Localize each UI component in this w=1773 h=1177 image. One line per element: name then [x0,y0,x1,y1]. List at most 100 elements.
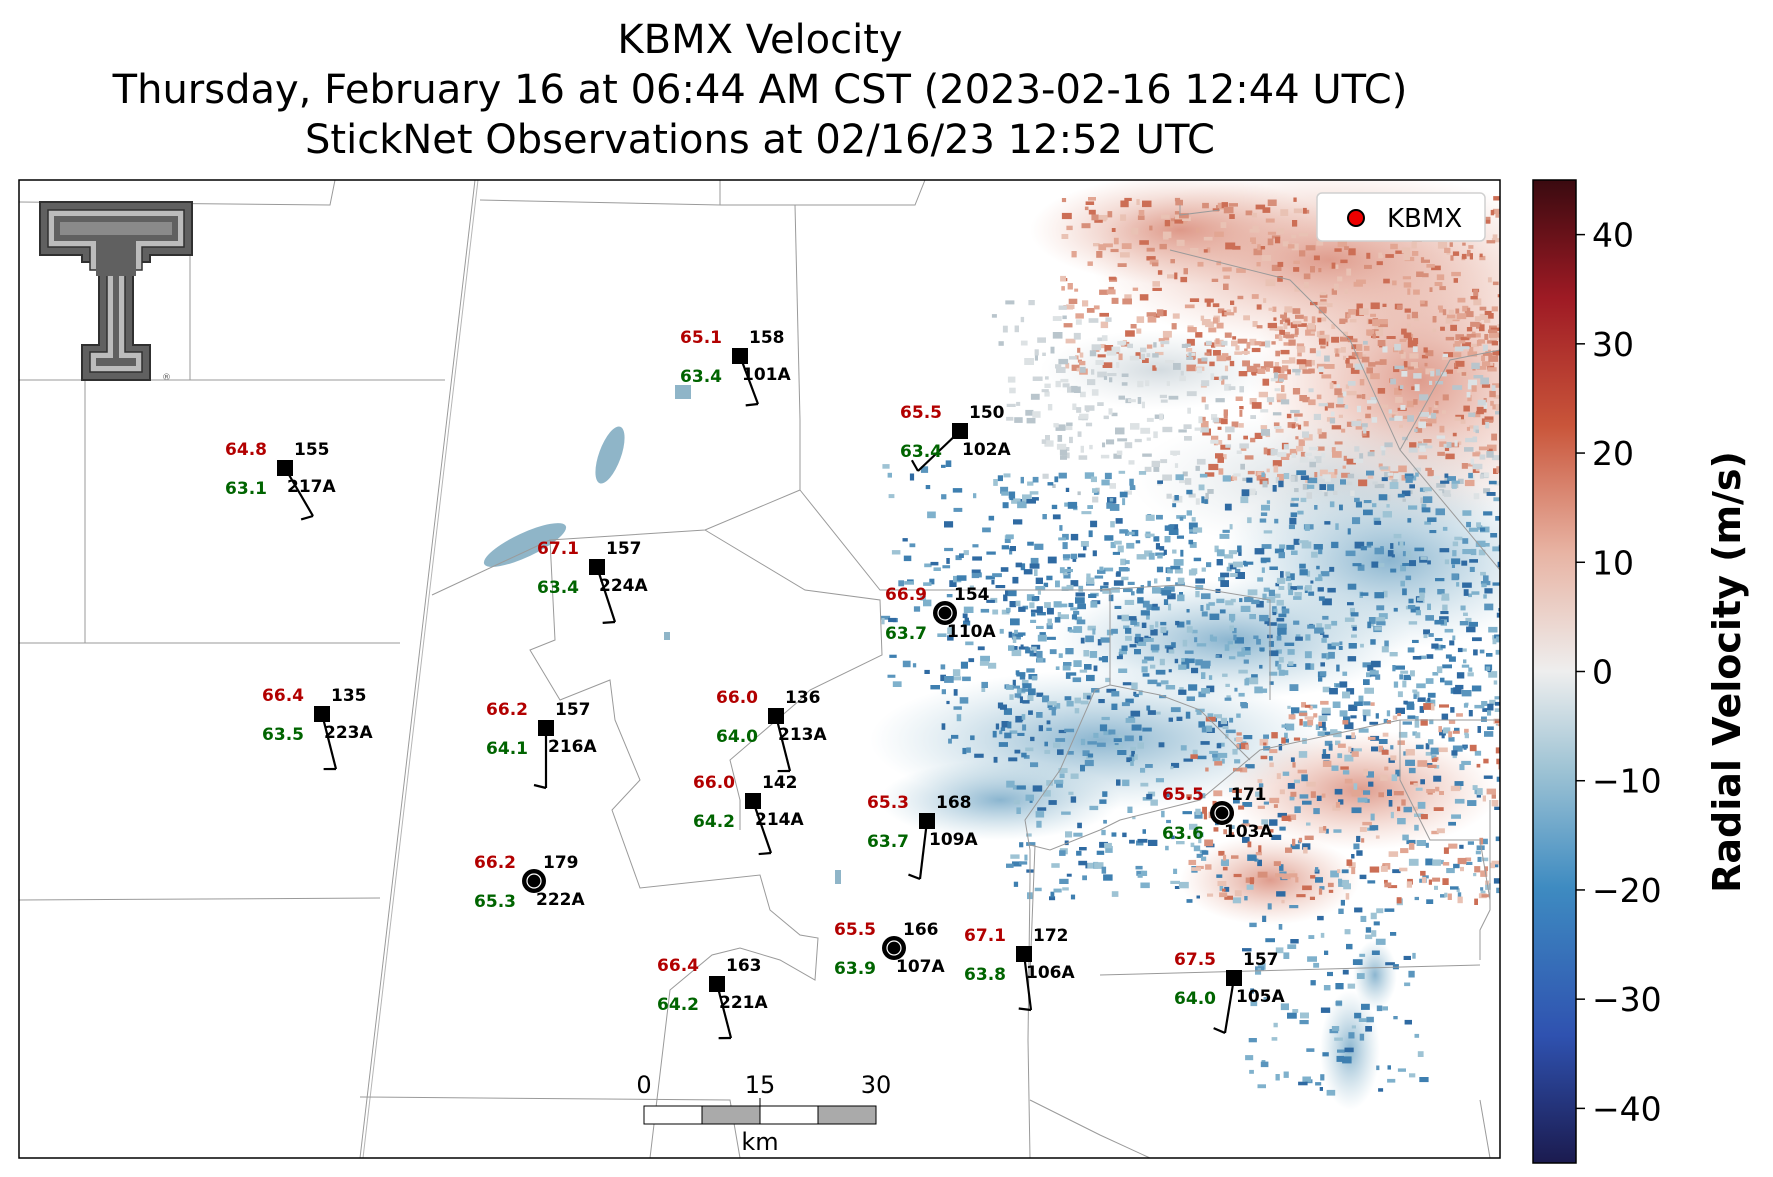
scale-unit: km [741,1128,778,1156]
scale-label-30: 30 [861,1071,892,1099]
station-dewpoint: 63.4 [680,367,722,387]
station-pressure: 163 [726,956,762,976]
station-dewpoint: 63.9 [834,959,876,979]
title-datetime: Thursday, February 16 at 06:44 AM CST (2… [112,67,1408,113]
station-dewpoint: 63.4 [900,442,942,462]
colorbar-tick-label: 0 [1592,653,1613,692]
station-101A[interactable]: 65.1 158 63.4 101A [680,328,791,407]
wind-barb-staff [1223,977,1236,1034]
wind-barb-flag [758,851,772,856]
svg-text:®: ® [162,373,171,383]
station-102A[interactable]: 65.5 150 63.4 102A [900,403,1011,472]
station-103A[interactable]: 65.5 171 63.6 103A [1162,785,1273,844]
scale-bar: 0 15 30 km [636,1071,891,1156]
station-dewpoint: 64.1 [486,739,528,759]
station-temperature: 67.1 [537,539,579,559]
colorbar-tick-label: −10 [1592,762,1662,801]
station-109A[interactable]: 65.3 168 63.7 109A [867,793,978,881]
station-dewpoint: 63.6 [1162,824,1204,844]
station-dewpoint: 64.2 [693,812,735,832]
station-temperature: 67.1 [964,926,1006,946]
wind-barb-staff [284,467,314,517]
legend-box: KBMX [1316,192,1486,242]
wind-barb-staff [715,983,733,1039]
station-pressure: 171 [1231,785,1267,805]
station-dewpoint: 64.2 [657,995,699,1015]
station-105A[interactable]: 67.5 157 64.0 105A [1174,950,1285,1035]
station-222A[interactable]: 66.2 179 65.3 222A [474,853,585,912]
station-pressure: 168 [936,793,972,813]
station-pressure: 157 [606,539,642,559]
wind-barb-staff [738,355,760,405]
colorbar-tick-label: 20 [1592,434,1634,473]
scale-label-0: 0 [636,1071,651,1099]
station-id: 221A [719,993,768,1013]
station-temperature: 66.4 [657,956,699,976]
kbmx-marker-icon [1347,209,1365,227]
station-temperature: 66.2 [474,853,516,873]
station-223A[interactable]: 66.4 135 63.5 223A [262,686,373,771]
station-213A[interactable]: 66.0 136 64.0 213A [716,688,827,773]
station-temperature: 65.1 [680,328,722,348]
station-pressure: 157 [555,700,591,720]
wind-barb-staff [595,566,617,623]
station-marker [1016,946,1032,962]
station-id: 223A [324,723,373,743]
wind-barb-flag [1018,1007,1032,1012]
station-dewpoint: 64.0 [716,727,758,747]
station-110A[interactable]: 66.9 154 63.7 110A [885,585,996,644]
station-temperature: 65.3 [867,793,909,813]
station-pressure: 155 [294,440,330,460]
station-temperature: 65.5 [900,403,942,423]
station-106A[interactable]: 67.1 172 63.8 106A [964,926,1075,1012]
station-107A[interactable]: 65.5 166 63.9 107A [834,920,945,979]
station-id: 222A [536,890,585,910]
station-214A[interactable]: 66.0 142 64.2 214A [693,773,804,856]
stations-layer: 65.1 158 63.4 101A 65.5 150 63.4 102A 64.8 155 63.… [225,328,1285,1040]
station-221A[interactable]: 66.4 163 64.2 221A [657,956,768,1040]
wind-barb-staff [917,430,961,472]
station-id: 102A [962,440,1011,460]
station-id: 217A [287,477,336,497]
station-dewpoint: 63.1 [225,479,267,499]
station-temperature: 66.0 [693,773,735,793]
wind-barb-staff [751,800,773,854]
station-224A[interactable]: 67.1 157 63.4 224A [537,539,648,624]
station-pressure: 154 [954,585,990,605]
wind-barb-staff [774,715,792,772]
station-dewpoint: 63.5 [262,725,304,745]
station-id: 105A [1236,987,1285,1007]
station-id: 103A [1224,822,1273,842]
station-marker-calm [882,936,906,960]
station-id: 224A [599,576,648,596]
station-pressure: 179 [543,853,579,873]
colorbar-tick-label: −30 [1592,980,1662,1019]
colorbar-ticks: 40 30 20 10 0 −10 −20 −30 −40 [1576,216,1662,1128]
wind-barb-flag [300,514,314,521]
station-dewpoint: 63.4 [537,578,579,598]
station-id: 101A [742,365,791,385]
station-pressure: 172 [1033,926,1069,946]
wind-barb-staff [1022,953,1033,1011]
station-id: 216A [548,737,597,757]
map-frame [18,179,1501,1159]
station-217A[interactable]: 64.8 155 63.1 217A [225,440,336,521]
colorbar-tick-label: −40 [1592,1089,1662,1128]
wind-barb-flag [908,873,921,881]
station-pressure: 135 [331,686,367,706]
wind-barb-flag [910,459,919,472]
station-pressure: 136 [785,688,821,708]
station-216A[interactable]: 66.2 157 64.1 216A [486,700,597,790]
legend-label: KBMX [1387,204,1462,234]
county-boundaries [19,180,1500,1158]
texas-tech-double-t-logo: ® [39,201,193,383]
station-id: 214A [755,810,804,830]
colorbar-tick-label: 30 [1592,325,1634,364]
calm-ring [886,940,902,956]
wind-barb-flag [745,402,759,407]
station-temperature: 66.2 [486,700,528,720]
station-pressure: 142 [762,773,798,793]
title-radar: KBMX Velocity [617,17,903,63]
station-temperature: 67.5 [1174,950,1216,970]
